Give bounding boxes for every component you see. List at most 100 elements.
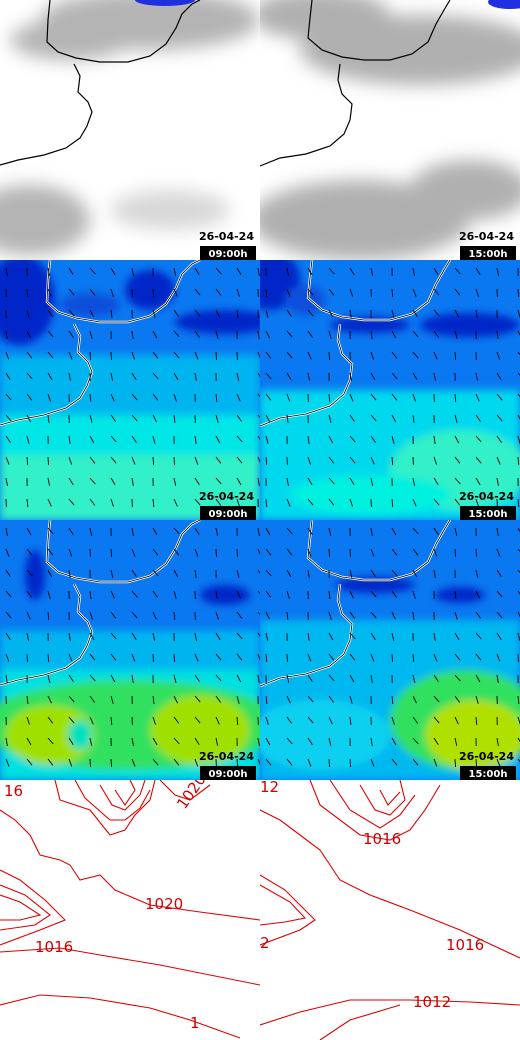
wind-arrow	[194, 716, 201, 724]
wind-arrow	[307, 372, 311, 381]
wind-arrow	[173, 590, 177, 599]
wind-arrow	[257, 372, 260, 378]
wind-arrow	[286, 695, 291, 704]
wind-arrow	[517, 527, 520, 533]
wind-arrow	[5, 737, 8, 746]
wind-arrow	[265, 737, 271, 746]
wind-arrow	[194, 569, 197, 578]
wind-arrow	[328, 758, 330, 768]
wind-arrow	[194, 288, 201, 296]
wind-arrow	[412, 267, 415, 276]
wind-arrow	[349, 632, 356, 640]
wind-arrow	[370, 674, 373, 683]
wind-arrow	[215, 653, 222, 661]
wind-arrow	[391, 695, 394, 704]
wind-arrow	[26, 569, 33, 577]
wind-arrow	[496, 477, 499, 486]
wind-arrow	[89, 267, 96, 275]
wind-arrow	[475, 653, 482, 661]
wind-arrow	[173, 288, 178, 297]
wind-arrow	[412, 288, 417, 297]
wind-arrow	[370, 590, 377, 598]
panel-date: 26-04-24	[459, 490, 514, 503]
wind-arrow	[454, 393, 457, 403]
isobar-panel: 16 1020 1020 1016 1	[0, 780, 260, 1040]
wind-arrow	[391, 716, 395, 725]
wind-arrow	[131, 569, 137, 577]
wind-arrow	[475, 414, 481, 422]
wind-arrow	[328, 309, 334, 318]
wind-arrow	[110, 309, 113, 318]
wind-arrow	[68, 309, 75, 317]
wind-arrow	[173, 548, 180, 556]
wind-arrow	[307, 351, 312, 360]
wind-arrow	[475, 309, 478, 318]
wind-arrow	[236, 548, 239, 558]
wind-arrow	[412, 611, 415, 621]
wind-arrow	[257, 393, 260, 398]
wind-arrow	[131, 758, 136, 767]
wind-arrow	[68, 351, 73, 360]
wind-arrow	[257, 737, 260, 746]
cloud-panel	[0, 0, 260, 260]
wind-arrow	[391, 758, 398, 766]
wind-panel	[0, 520, 260, 780]
time-box	[200, 766, 256, 780]
wind-arrow	[286, 737, 293, 745]
wind-arrow	[412, 393, 417, 402]
wind-arrow	[349, 548, 351, 558]
wind-arrow	[89, 477, 96, 485]
wind-arrow	[236, 372, 240, 381]
wind-arrow	[496, 435, 502, 443]
wind-arrow	[307, 653, 312, 662]
wind-arrow	[412, 330, 419, 338]
panel-time: 09:00h	[209, 509, 248, 520]
wind-arrow	[131, 548, 136, 557]
wind-arrow	[349, 569, 353, 578]
wind-arrow	[152, 569, 159, 577]
wind-arrow	[265, 548, 272, 556]
wind-arrow	[110, 393, 115, 402]
wind-arrow	[257, 548, 260, 555]
wind-arrow	[265, 372, 272, 380]
wind-arrow	[215, 548, 217, 558]
wind-arrow	[5, 611, 12, 619]
wind-arrow	[152, 716, 156, 725]
wind-arrow	[194, 456, 199, 465]
wind-arrow	[286, 330, 293, 338]
wind-arrow	[286, 653, 288, 663]
wind-arrow	[215, 477, 222, 485]
wind-arrow	[236, 498, 240, 507]
wind-arrow	[257, 414, 260, 419]
wind-arrow	[131, 477, 134, 486]
wind-arrow	[349, 309, 352, 318]
wind-arrow	[236, 758, 239, 768]
wind-arrow	[307, 330, 313, 338]
wind-arrow	[307, 527, 313, 535]
wind-arrow	[47, 330, 54, 338]
wind-arrow	[391, 435, 395, 444]
time-box	[200, 246, 256, 260]
wind-arrow	[265, 695, 268, 705]
wind-arrow	[173, 498, 178, 507]
wind-arrow	[236, 456, 243, 464]
wind-arrow	[349, 288, 354, 297]
wind-arrow	[131, 632, 137, 641]
wind-arrow	[68, 435, 71, 444]
wind-arrow	[215, 527, 219, 536]
wind-arrow	[194, 674, 200, 682]
wind-arrow	[475, 632, 482, 640]
wind-arrow	[5, 590, 12, 598]
wind-arrow	[173, 351, 180, 359]
wind-arrow	[433, 737, 439, 745]
wind-arrow	[47, 569, 53, 578]
wind-arrow	[47, 498, 52, 507]
wind-arrow	[47, 527, 54, 535]
wind-arrow	[349, 267, 355, 276]
wind-arrow	[5, 435, 11, 443]
wind-arrow	[475, 267, 481, 276]
wind-arrow	[370, 372, 376, 381]
wind-arrow	[26, 611, 31, 620]
wind-arrow	[215, 393, 218, 403]
wind-arrow	[391, 414, 397, 423]
